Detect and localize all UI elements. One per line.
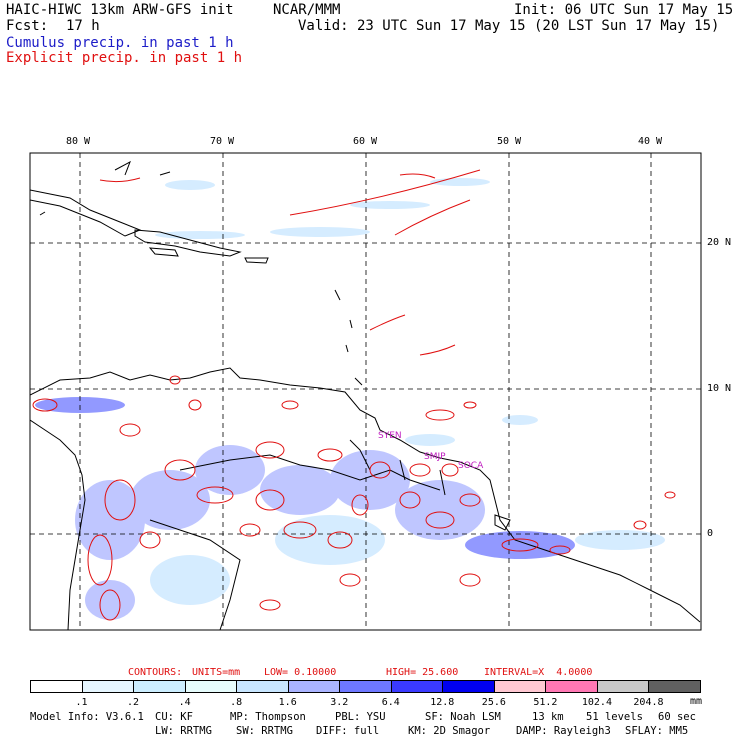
footer-sf: SF: Noah LSM [425,711,501,723]
colorbar-tick-label: 6.4 [381,697,400,708]
map-frame [29,152,702,631]
footer-diff: DIFF: full [316,725,380,737]
footer-lw: LW: RRTMG [155,725,212,737]
footer-pbl: PBL: YSU [335,711,386,723]
contours-label: CONTOURS: [128,667,183,678]
lon-label: 70 W [210,136,235,147]
colorbar-swatch [442,680,495,693]
cumulus-precip-shading [35,178,665,620]
colorbar-tick-label: 3.2 [330,697,349,708]
lon-label: 40 W [638,136,663,147]
footer-cu: CU: KF [155,711,193,723]
forecast-label: Fcst: [6,18,49,34]
colorbar-swatch [596,680,650,693]
footer-levels: 51 levels [586,711,643,723]
colorbar-swatch [287,680,341,693]
contours-interval: INTERVAL=X 4.0000 [484,667,593,678]
footer-model-info: Model Info: V3.6.1 [30,711,144,723]
contours-low: LOW= 0.10000 [264,667,337,678]
city-label: SMJP [424,452,446,462]
colorbar-swatch [648,680,701,693]
init-time: Init: 06 UTC Sun 17 May 15 [514,2,734,18]
lon-label: 60 W [353,136,378,147]
colorbar-swatch [184,680,238,693]
model-title: HAIC-HIWC 13km ARW-GFS init [6,2,234,18]
colorbar-swatch [339,680,392,693]
cumulus-field-label: Cumulus precip. in past 1 h [6,35,234,51]
footer-km: KM: 2D Smagor [408,725,491,737]
colorbar-swatch [545,680,598,693]
valid-time: Valid: 23 UTC Sun 17 May 15 (20 LST Sun … [298,18,720,34]
city-label: SYEN [378,431,402,441]
colorbar-tick-label: .4 [178,697,191,708]
colorbar-tick-label: .1 [75,697,88,708]
explicit-field-label: Explicit precip. in past 1 h [6,50,243,66]
colorbar-unit: mm [690,696,703,707]
footer-sw: SW: RRTMG [236,725,293,737]
lat-lon-grid [30,153,701,630]
colorbar-swatch [133,680,186,693]
contours-units: UNITS=mm [192,667,241,678]
footer-damp: DAMP: Rayleigh3 [516,725,611,737]
colorbar-tick-label: 12.8 [430,697,455,708]
lat-label: 20 N [707,237,732,248]
forecast-hour: 17 h [66,18,100,34]
lat-label: 10 N [707,383,732,394]
explicit-precip-contours [32,169,676,621]
colorbar-tick-label: 102.4 [581,697,612,708]
colorbar-swatch [236,680,289,693]
org-label: NCAR/MMM [273,2,341,18]
colorbar-swatch [30,680,83,693]
colorbar-swatch [493,680,547,693]
lon-label: 80 W [66,136,91,147]
footer-resolution: 13 km [532,711,564,723]
lat-label: 0 [707,528,714,539]
colorbar-tick-label: .8 [230,697,243,708]
footer-sflay: SFLAY: MM5 [625,725,689,737]
footer-mp: MP: Thompson [230,711,306,723]
colorbar-tick-label: 1.6 [278,697,297,708]
lon-label: 50 W [497,136,522,147]
colorbar-tick-label: 51.2 [533,697,558,708]
colorbar-swatch [81,680,135,693]
colorbar-tick-label: .2 [127,697,140,708]
colorbar-tick-label: 25.6 [481,697,506,708]
contours-high: HIGH= 25.600 [386,667,459,678]
colorbar-tick-label: 204.8 [633,697,664,708]
city-label: SOCA [458,461,484,471]
coastlines [30,160,701,630]
footer-timestep: 60 sec [658,711,696,723]
colorbar-swatch [390,680,444,693]
